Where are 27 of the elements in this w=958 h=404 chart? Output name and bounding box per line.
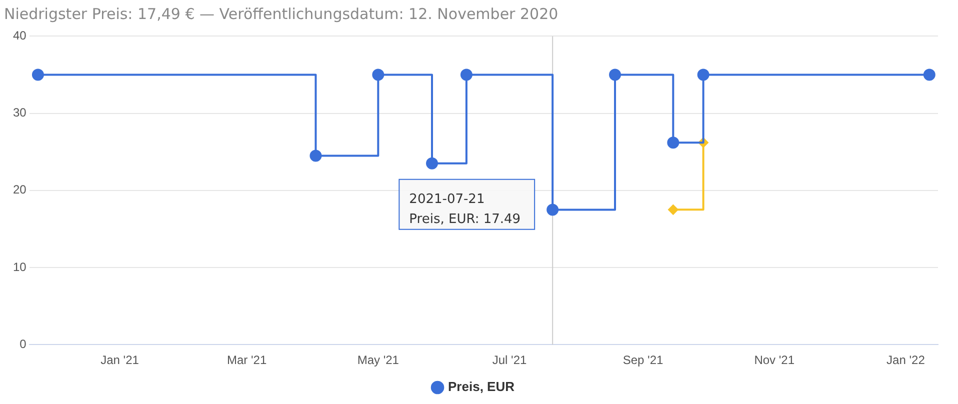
- x-tick-label: May '21: [357, 353, 400, 368]
- point: [310, 150, 322, 162]
- legend-label: Preis, EUR: [448, 379, 516, 394]
- x-tick-label: Jan '21: [100, 353, 140, 368]
- point: [460, 68, 472, 81]
- x-tick-label: Sep '21: [622, 353, 664, 368]
- point: [667, 136, 680, 149]
- annotation: Preis, EUR: 17.49: [409, 212, 521, 227]
- y-tick-label: 20: [12, 182, 27, 197]
- chart-title: Niedrigster Preis: 17,49 € — Veröffentlichungsdatum: 12. November 2020: [4, 5, 558, 23]
- y-tick-label: 30: [12, 106, 27, 120]
- y-tick-label: 10: [12, 260, 27, 274]
- x-tick-label: Nov '21: [754, 353, 795, 368]
- y-tick-label: 0: [20, 336, 27, 351]
- y-tick-label: 40: [12, 28, 27, 43]
- x-tick-label: Jan '22: [886, 353, 926, 368]
- point: [32, 68, 44, 81]
- point: [546, 204, 559, 216]
- point: [609, 68, 622, 81]
- point: [372, 68, 384, 81]
- x-tick-label: Jul '21: [492, 353, 527, 368]
- point: [668, 204, 678, 215]
- annotation: 2021-07-21: [409, 192, 485, 207]
- x-tick-label: Mar '21: [227, 353, 267, 368]
- point: [697, 68, 710, 81]
- point: [426, 157, 438, 170]
- point: [923, 68, 936, 81]
